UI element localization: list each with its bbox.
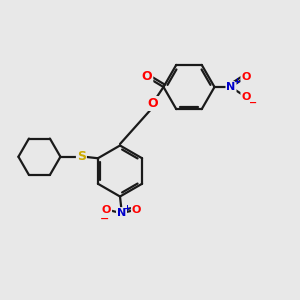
Text: O: O (241, 71, 251, 82)
Text: O: O (241, 92, 251, 103)
Text: S: S (77, 150, 86, 163)
Text: −: − (248, 98, 257, 108)
Text: N: N (226, 82, 236, 92)
Text: O: O (142, 70, 152, 83)
Text: +: + (233, 77, 240, 86)
Text: O: O (102, 205, 111, 215)
Text: N: N (117, 208, 126, 218)
Text: O: O (148, 97, 158, 110)
Text: +: + (123, 204, 130, 213)
Text: O: O (132, 205, 141, 215)
Text: −: − (100, 213, 110, 224)
